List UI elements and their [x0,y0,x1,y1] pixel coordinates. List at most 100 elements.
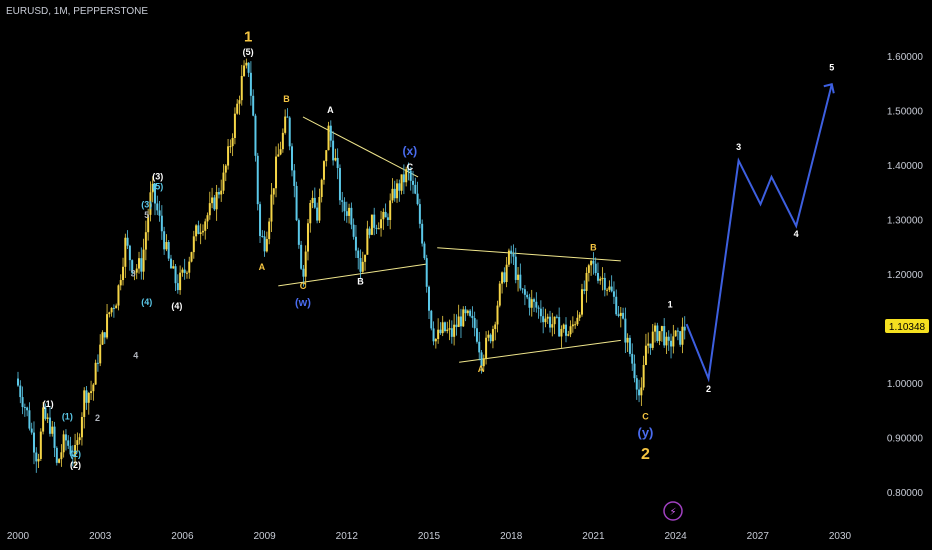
candle-body [179,272,182,291]
candle-body [450,328,453,337]
candle-body [574,324,577,326]
candle-body [656,325,659,342]
candle-body [103,332,106,338]
candle-body [188,261,191,273]
candle-body [126,237,129,246]
candle-body [215,192,218,210]
wave-label: 2 [641,446,650,463]
candle-body [222,172,225,191]
candle-body [503,272,506,283]
candle-body [501,272,504,284]
candle-body [370,214,373,235]
candle-body [306,223,309,252]
symbol-info[interactable]: EURUSD, 1M, PEPPERSTONE [6,6,149,17]
candle-body [670,340,673,347]
candle-body [590,260,593,266]
candle-body [398,183,401,191]
wave-label: (4) [171,301,182,311]
time-tick-label: 2015 [418,531,441,542]
price-tick-label: 1.40000 [887,161,924,172]
candle-body [181,269,184,273]
candle-body [482,358,485,367]
candle-body [608,286,611,290]
candle-body [576,317,579,325]
candle-body [542,316,545,323]
candle-body [514,256,517,280]
candle-body [647,343,650,346]
candle-body [565,324,567,336]
wave-label: (w) [295,297,311,309]
candle-body [19,385,22,398]
candle-body [204,221,207,231]
candle-body [217,192,220,195]
wave-label: A [478,364,485,374]
candle-body [21,397,24,408]
time-tick-label: 2009 [253,531,276,542]
candle-body [539,308,542,317]
candle-body [414,184,417,194]
candle-body [51,426,54,434]
candle-body [231,137,234,147]
candle-body [316,207,319,221]
candle-body [197,225,200,234]
candle-body [389,200,392,220]
candle-body [149,192,152,215]
candle-body [555,316,558,318]
candle-body [357,250,360,259]
candle-body [594,263,597,274]
candle-body [617,314,620,316]
candle-body [313,197,316,208]
candle-body [90,391,93,393]
candle-body [489,334,492,342]
lightning-icon[interactable]: ⚡ [669,507,676,518]
candle-body [425,258,428,287]
candle-body [421,223,424,244]
candles [17,58,686,473]
candle-body [519,274,522,289]
candle-body [471,315,474,319]
candle-body [220,190,223,195]
candle-body [407,169,410,171]
candle-body [510,250,513,254]
candle-body [32,432,35,453]
candle-body [30,428,33,433]
wave-label: B [283,94,290,104]
candle-body [240,76,243,101]
lightning-icon-circle[interactable] [663,501,683,521]
projection-arrowhead [823,83,835,94]
candle-body [293,170,296,186]
candle-body [192,236,195,253]
candle-body [261,235,264,237]
wave-label: 1 [668,300,673,310]
candle-body [272,188,275,195]
time-axis[interactable]: 2000 2003 2006 2009 2012 2015 2018 2021 2024 2027… [7,531,852,542]
candle-body [496,305,499,325]
candle-body [249,72,252,96]
candle-body [393,188,396,199]
candle-body [83,390,86,417]
candle-body [252,95,255,116]
candle-body [67,440,70,446]
candle-body [649,343,652,348]
candle-body [638,389,641,396]
candle-body [642,364,645,388]
candle-body [658,331,661,342]
candle-body [462,309,465,327]
candle-body [37,458,40,462]
event-icon[interactable]: ⚡ [663,501,683,521]
wave-label: B [590,242,597,252]
candle-body [521,288,524,290]
time-tick-label: 2027 [747,531,770,542]
candle-body [644,345,647,365]
candle-body [295,185,298,221]
candle-body [373,214,376,228]
candle-body [679,331,682,345]
candle-body [412,180,415,185]
candle-body [224,165,227,173]
wave-label: (2) [70,449,81,459]
candle-body [302,268,305,277]
wave-label: (5) [243,47,254,57]
wave-label: (y) [638,425,654,440]
candle-body [142,249,145,272]
